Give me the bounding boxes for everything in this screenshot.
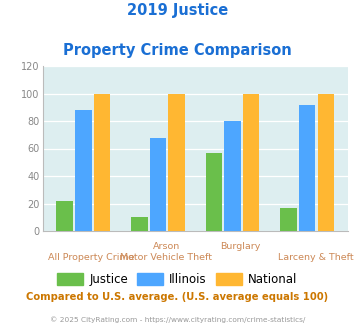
- Bar: [168, 93, 185, 231]
- Bar: [94, 93, 110, 231]
- Bar: [224, 121, 241, 231]
- Text: Burglary: Burglary: [220, 242, 261, 250]
- Bar: [206, 152, 222, 231]
- Legend: Justice, Illinois, National: Justice, Illinois, National: [53, 268, 302, 291]
- Bar: [75, 110, 92, 231]
- Text: All Property Crime: All Property Crime: [48, 253, 135, 262]
- Text: Larceny & Theft: Larceny & Theft: [278, 253, 353, 262]
- Bar: [299, 105, 315, 231]
- Text: © 2025 CityRating.com - https://www.cityrating.com/crime-statistics/: © 2025 CityRating.com - https://www.city…: [50, 316, 305, 323]
- Text: Arson: Arson: [153, 242, 180, 250]
- Text: 2019 Justice: 2019 Justice: [127, 3, 228, 18]
- Bar: [56, 201, 73, 231]
- Bar: [318, 93, 334, 231]
- Bar: [280, 208, 297, 231]
- Bar: [150, 138, 166, 231]
- Bar: [131, 217, 147, 231]
- Text: Motor Vehicle Theft: Motor Vehicle Theft: [120, 253, 212, 262]
- Text: Compared to U.S. average. (U.S. average equals 100): Compared to U.S. average. (U.S. average …: [26, 292, 329, 302]
- Bar: [243, 93, 260, 231]
- Text: Property Crime Comparison: Property Crime Comparison: [63, 43, 292, 58]
